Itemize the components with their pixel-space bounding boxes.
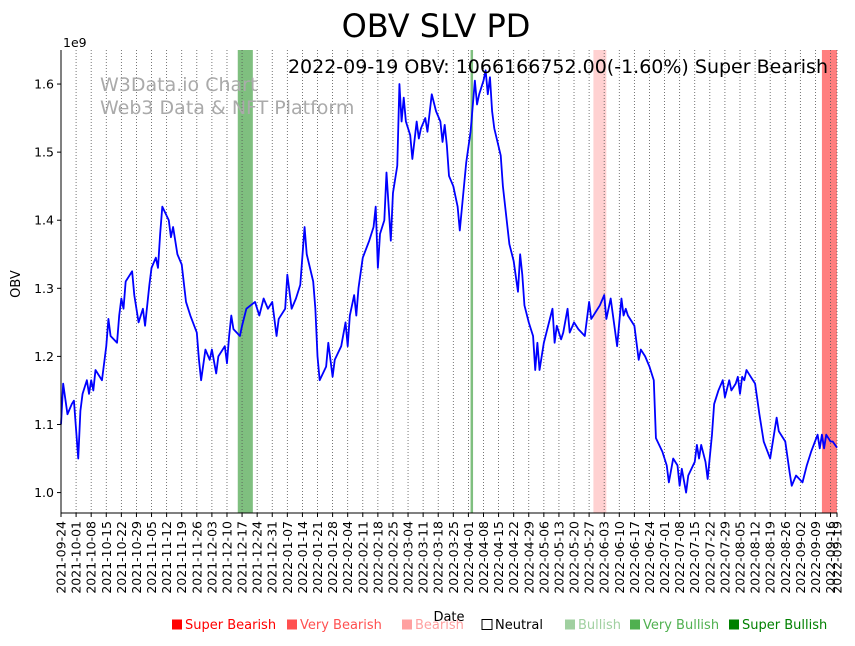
legend-swatch-super-bullish	[729, 619, 739, 630]
legend-label-super-bearish: Super Bearish	[185, 618, 276, 633]
x-tick-label-49: 2022-09-02	[793, 521, 808, 594]
x-tick-label-29: 2022-04-15	[491, 521, 506, 594]
x-tick-label-41: 2022-07-08	[672, 521, 687, 594]
x-tick-label-45: 2022-08-05	[733, 521, 748, 594]
x-tick-label-52: 2022-09-19	[830, 521, 845, 594]
y-axis-label: OBV	[9, 270, 24, 298]
legend-swatch-bullish	[565, 619, 575, 630]
x-tick-label-40: 2022-07-01	[657, 521, 672, 594]
x-tick-label-11: 2021-12-10	[219, 521, 234, 594]
x-tick-label-6: 2021-11-05	[144, 521, 159, 594]
x-tick-label-33: 2022-05-13	[551, 521, 566, 594]
legend-label-very-bullish: Very Bullish	[643, 618, 719, 633]
x-tick-label-22: 2022-02-25	[385, 521, 400, 594]
x-tick-label-21: 2022-02-18	[370, 521, 385, 594]
y-tick-label-3: 1.3	[34, 281, 54, 296]
signal-band-very-bullish-1	[470, 50, 474, 513]
x-tick-label-24: 2022-03-11	[416, 521, 431, 594]
x-tick-label-48: 2022-08-26	[778, 521, 793, 594]
x-axis-label: Date	[433, 610, 464, 625]
vertical-gridlines	[60, 50, 838, 513]
x-tick-label-39: 2022-06-24	[642, 521, 657, 594]
signal-band-bearish-2	[593, 50, 607, 513]
series-line-obv	[60, 69, 838, 494]
legend-swatch-bearish	[402, 619, 412, 630]
x-tick-label-43: 2022-07-22	[702, 521, 717, 594]
chart-title: OBV SLV PD	[342, 7, 531, 45]
x-tick-label-10: 2021-12-03	[204, 521, 219, 594]
x-tick-label-36: 2022-06-03	[597, 521, 612, 594]
y-tick-label-6: 1.6	[34, 77, 54, 92]
legend-label-bearish: Bearish	[415, 618, 464, 633]
x-tick-label-26: 2022-03-25	[446, 521, 461, 594]
legend-label-very-bearish: Very Bearish	[300, 618, 382, 633]
y-axis-ticks: 1.0 1.1 1.2 1.3 1.4 1.5 1.6	[34, 77, 61, 500]
x-axis-ticks: 2021-09-24 2021-10-01 2021-10-08 2021-10-15…	[54, 513, 845, 594]
y-tick-label-0: 1.0	[34, 485, 54, 500]
signal-bands	[237, 50, 837, 513]
legend-swatch-super-bearish	[172, 619, 182, 630]
x-tick-label-30: 2022-04-22	[506, 521, 521, 594]
x-tick-label-8: 2021-11-19	[174, 521, 189, 594]
legend-label-super-bullish: Super Bullish	[742, 618, 827, 633]
y-scale-label: 1e9	[63, 35, 87, 50]
x-tick-label-35: 2022-05-27	[582, 521, 597, 594]
x-tick-label-23: 2022-03-04	[401, 521, 416, 594]
y-tick-label-5: 1.5	[34, 145, 54, 160]
x-tick-label-12: 2021-12-17	[235, 521, 250, 594]
x-tick-label-2: 2021-10-08	[84, 521, 99, 594]
y-tick-label-1: 1.1	[34, 417, 54, 432]
x-tick-label-47: 2022-08-19	[763, 521, 778, 594]
x-tick-label-0: 2021-09-24	[54, 521, 69, 594]
x-tick-label-17: 2022-01-21	[310, 521, 325, 594]
x-tick-label-28: 2022-04-08	[476, 521, 491, 594]
signal-band-very-bullish-0	[237, 50, 253, 513]
legend-label-neutral: Neutral	[495, 618, 543, 633]
x-tick-label-19: 2022-02-04	[340, 521, 355, 594]
x-tick-label-7: 2021-11-12	[159, 521, 174, 594]
x-tick-label-18: 2022-01-28	[325, 521, 340, 594]
x-tick-label-4: 2021-10-22	[114, 521, 129, 594]
legend-swatch-neutral	[481, 619, 493, 630]
latest-value-annotation: 2022-09-19 OBV: 1066166752.00(-1.60%) Su…	[288, 56, 828, 78]
x-tick-label-46: 2022-08-12	[748, 521, 763, 594]
y-tick-label-4: 1.4	[34, 213, 54, 228]
x-tick-label-15: 2022-01-07	[280, 521, 295, 594]
legend-label-bullish: Bullish	[578, 618, 621, 633]
x-tick-label-13: 2021-12-24	[250, 521, 265, 594]
x-tick-label-20: 2022-02-11	[355, 521, 370, 594]
x-tick-label-9: 2021-11-26	[189, 521, 204, 594]
watermark-line-1: W3Data.io Chart	[100, 74, 257, 96]
obv-series	[60, 69, 838, 494]
x-tick-label-25: 2022-03-18	[431, 521, 446, 594]
x-tick-label-34: 2022-05-20	[567, 521, 582, 594]
x-tick-label-5: 2021-10-29	[129, 521, 144, 594]
x-tick-label-16: 2022-01-14	[295, 521, 310, 594]
x-tick-label-37: 2022-06-10	[612, 521, 627, 594]
x-tick-label-42: 2022-07-15	[687, 521, 702, 594]
x-tick-label-3: 2021-10-15	[99, 521, 114, 594]
x-tick-label-44: 2022-07-29	[717, 521, 732, 594]
x-tick-label-51: 2022-09-16	[823, 521, 838, 594]
x-tick-label-1: 2021-10-01	[69, 521, 84, 594]
watermark-line-2: Web3 Data & NFT Platform	[100, 97, 354, 119]
y-tick-label-2: 1.2	[34, 349, 54, 364]
x-tick-label-31: 2022-04-29	[521, 521, 536, 594]
x-tick-label-14: 2021-12-31	[265, 521, 280, 594]
x-tick-label-38: 2022-06-17	[627, 521, 642, 594]
legend-swatch-very-bullish	[630, 619, 640, 630]
x-tick-label-32: 2022-05-06	[536, 521, 551, 594]
x-tick-label-50: 2022-09-09	[808, 521, 823, 594]
legend-swatch-very-bearish	[287, 619, 297, 630]
x-tick-label-27: 2022-04-01	[461, 521, 476, 594]
signal-legend: Super Bearish Very Bearish Bearish Neutral B…	[172, 618, 827, 633]
signal-band-super-bearish-3	[821, 50, 837, 513]
axes	[60, 50, 837, 514]
